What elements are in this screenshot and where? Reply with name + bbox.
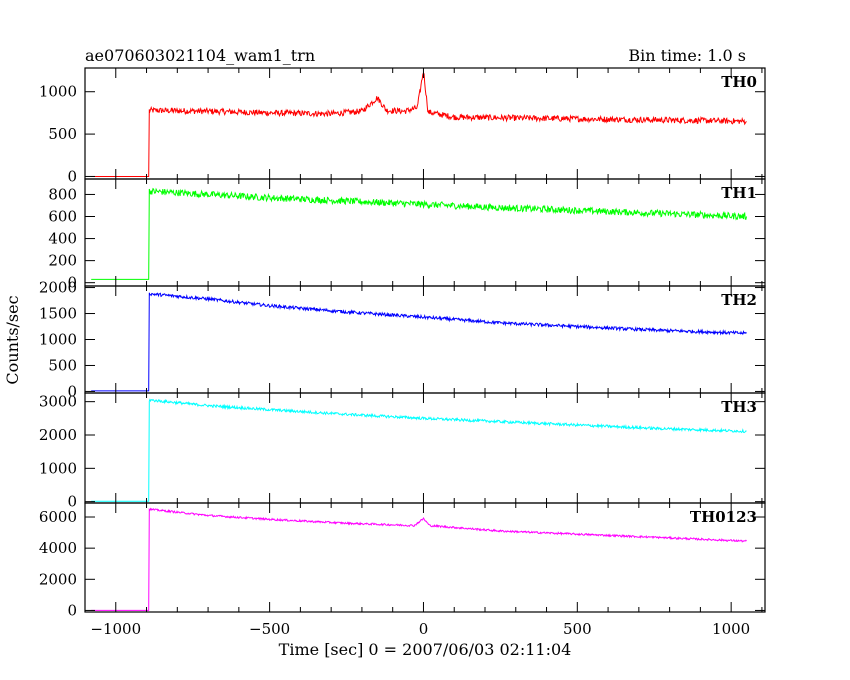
panels-group: 0 500 1000 TH0 0 200 400 600 800 TH1 0 500 1000 1500 2… (39, 67, 766, 638)
panel-label-th0123: TH0123 (690, 508, 757, 526)
series-line-th3 (91, 398, 747, 502)
y-tick-label: 0 (67, 167, 77, 185)
y-tick-label: 200 (48, 252, 77, 270)
y-tick-label: 4000 (39, 539, 77, 557)
x-tick-label: 0 (419, 620, 429, 638)
y-tick-label: 400 (48, 230, 77, 248)
y-tick-label: 1000 (39, 83, 77, 101)
y-tick-label: 600 (48, 208, 77, 226)
x-tick-label: 1000 (712, 620, 750, 638)
panel-label-th3: TH3 (721, 398, 757, 416)
series-line-th1 (91, 187, 747, 280)
bin-time-label: Bin time: 1.0 s (628, 46, 746, 65)
y-tick-label: 0 (67, 382, 77, 400)
panel-label-th1: TH1 (721, 184, 757, 202)
y-tick-label: 0 (67, 601, 77, 619)
series-line-th0123 (91, 507, 747, 611)
y-tick-label: 2000 (39, 570, 77, 588)
x-tick-label: 500 (563, 620, 592, 638)
y-tick-label: 800 (48, 185, 77, 203)
panel-frame (84, 392, 766, 504)
panel-th2: 0 500 1000 1500 2000 TH2 (39, 279, 766, 400)
series-line-th2 (91, 292, 747, 392)
y-tick-label: 1500 (39, 305, 77, 323)
series-line-th0 (91, 71, 747, 177)
y-tick-label: 3000 (39, 393, 77, 411)
y-tick-label: 0 (67, 493, 77, 511)
x-axis-label: Time [sec] 0 = 2007/06/03 02:11:04 (279, 640, 572, 659)
y-tick-label: 2000 (39, 426, 77, 444)
y-tick-label: 0 (67, 274, 77, 292)
y-tick-label: 2000 (39, 279, 77, 297)
panel-label-th2: TH2 (721, 291, 757, 309)
x-tick-label: −1000 (90, 620, 141, 638)
panel-th0123: 0 2000 4000 6000 TH0123 (39, 502, 766, 619)
panel-th3: 0 1000 2000 3000 TH3 (39, 392, 766, 511)
chart-title: ae070603021104_wam1_trn (85, 46, 315, 65)
y-tick-label: 500 (48, 125, 77, 143)
panel-th0: 0 500 1000 TH0 (39, 67, 766, 185)
y-tick-label: 500 (48, 356, 77, 374)
x-tick-label: −500 (249, 620, 290, 638)
y-tick-label: 1000 (39, 331, 77, 349)
y-tick-label: 1000 (39, 459, 77, 477)
y-tick-label: 6000 (39, 508, 77, 526)
y-axis-label: Counts/sec (3, 295, 22, 384)
panel-th1: 0 200 400 600 800 TH1 (48, 178, 766, 292)
panel-frame (84, 502, 766, 613)
panel-label-th0: TH0 (721, 73, 757, 91)
panel-frame (84, 285, 766, 394)
